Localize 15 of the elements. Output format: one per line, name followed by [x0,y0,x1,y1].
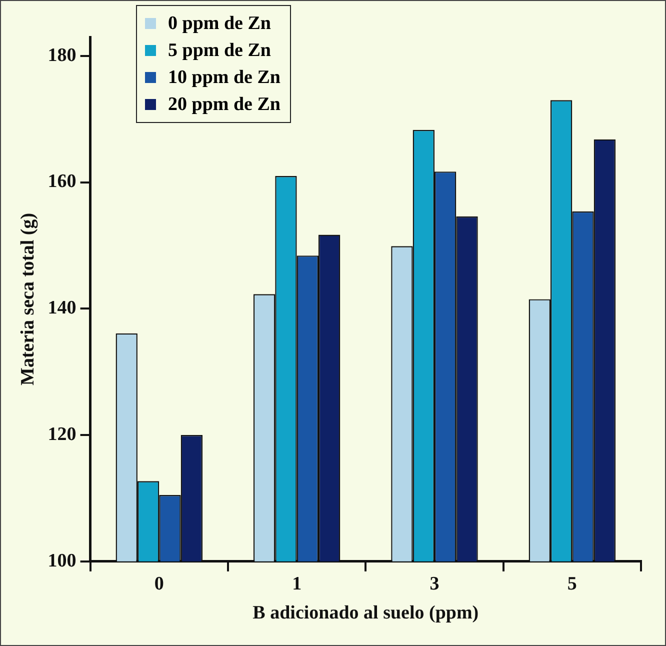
y-axis-title: Materia seca total (g) [17,212,38,386]
x-tick-label: 5 [567,574,577,595]
x-tick-label: 1 [292,574,302,595]
y-tick-label: 140 [48,298,76,319]
x-axis-title: B adicionado al suelo (ppm) [252,602,479,624]
x-tick-label: 3 [430,574,440,595]
y-tick-label: 100 [48,550,76,572]
y-tick-label: 180 [48,44,76,66]
x-tick-label: 0 [154,574,164,595]
y-tick-label: 120 [48,424,76,445]
y-tick-label: 160 [48,171,76,192]
legend-label: 5 ppm de Zn [168,40,271,62]
legend-label: 10 ppm de Zn [168,66,280,88]
legend-label: 20 ppm de Zn [168,94,280,116]
legend-label: 0 ppm de Zn [168,12,271,34]
